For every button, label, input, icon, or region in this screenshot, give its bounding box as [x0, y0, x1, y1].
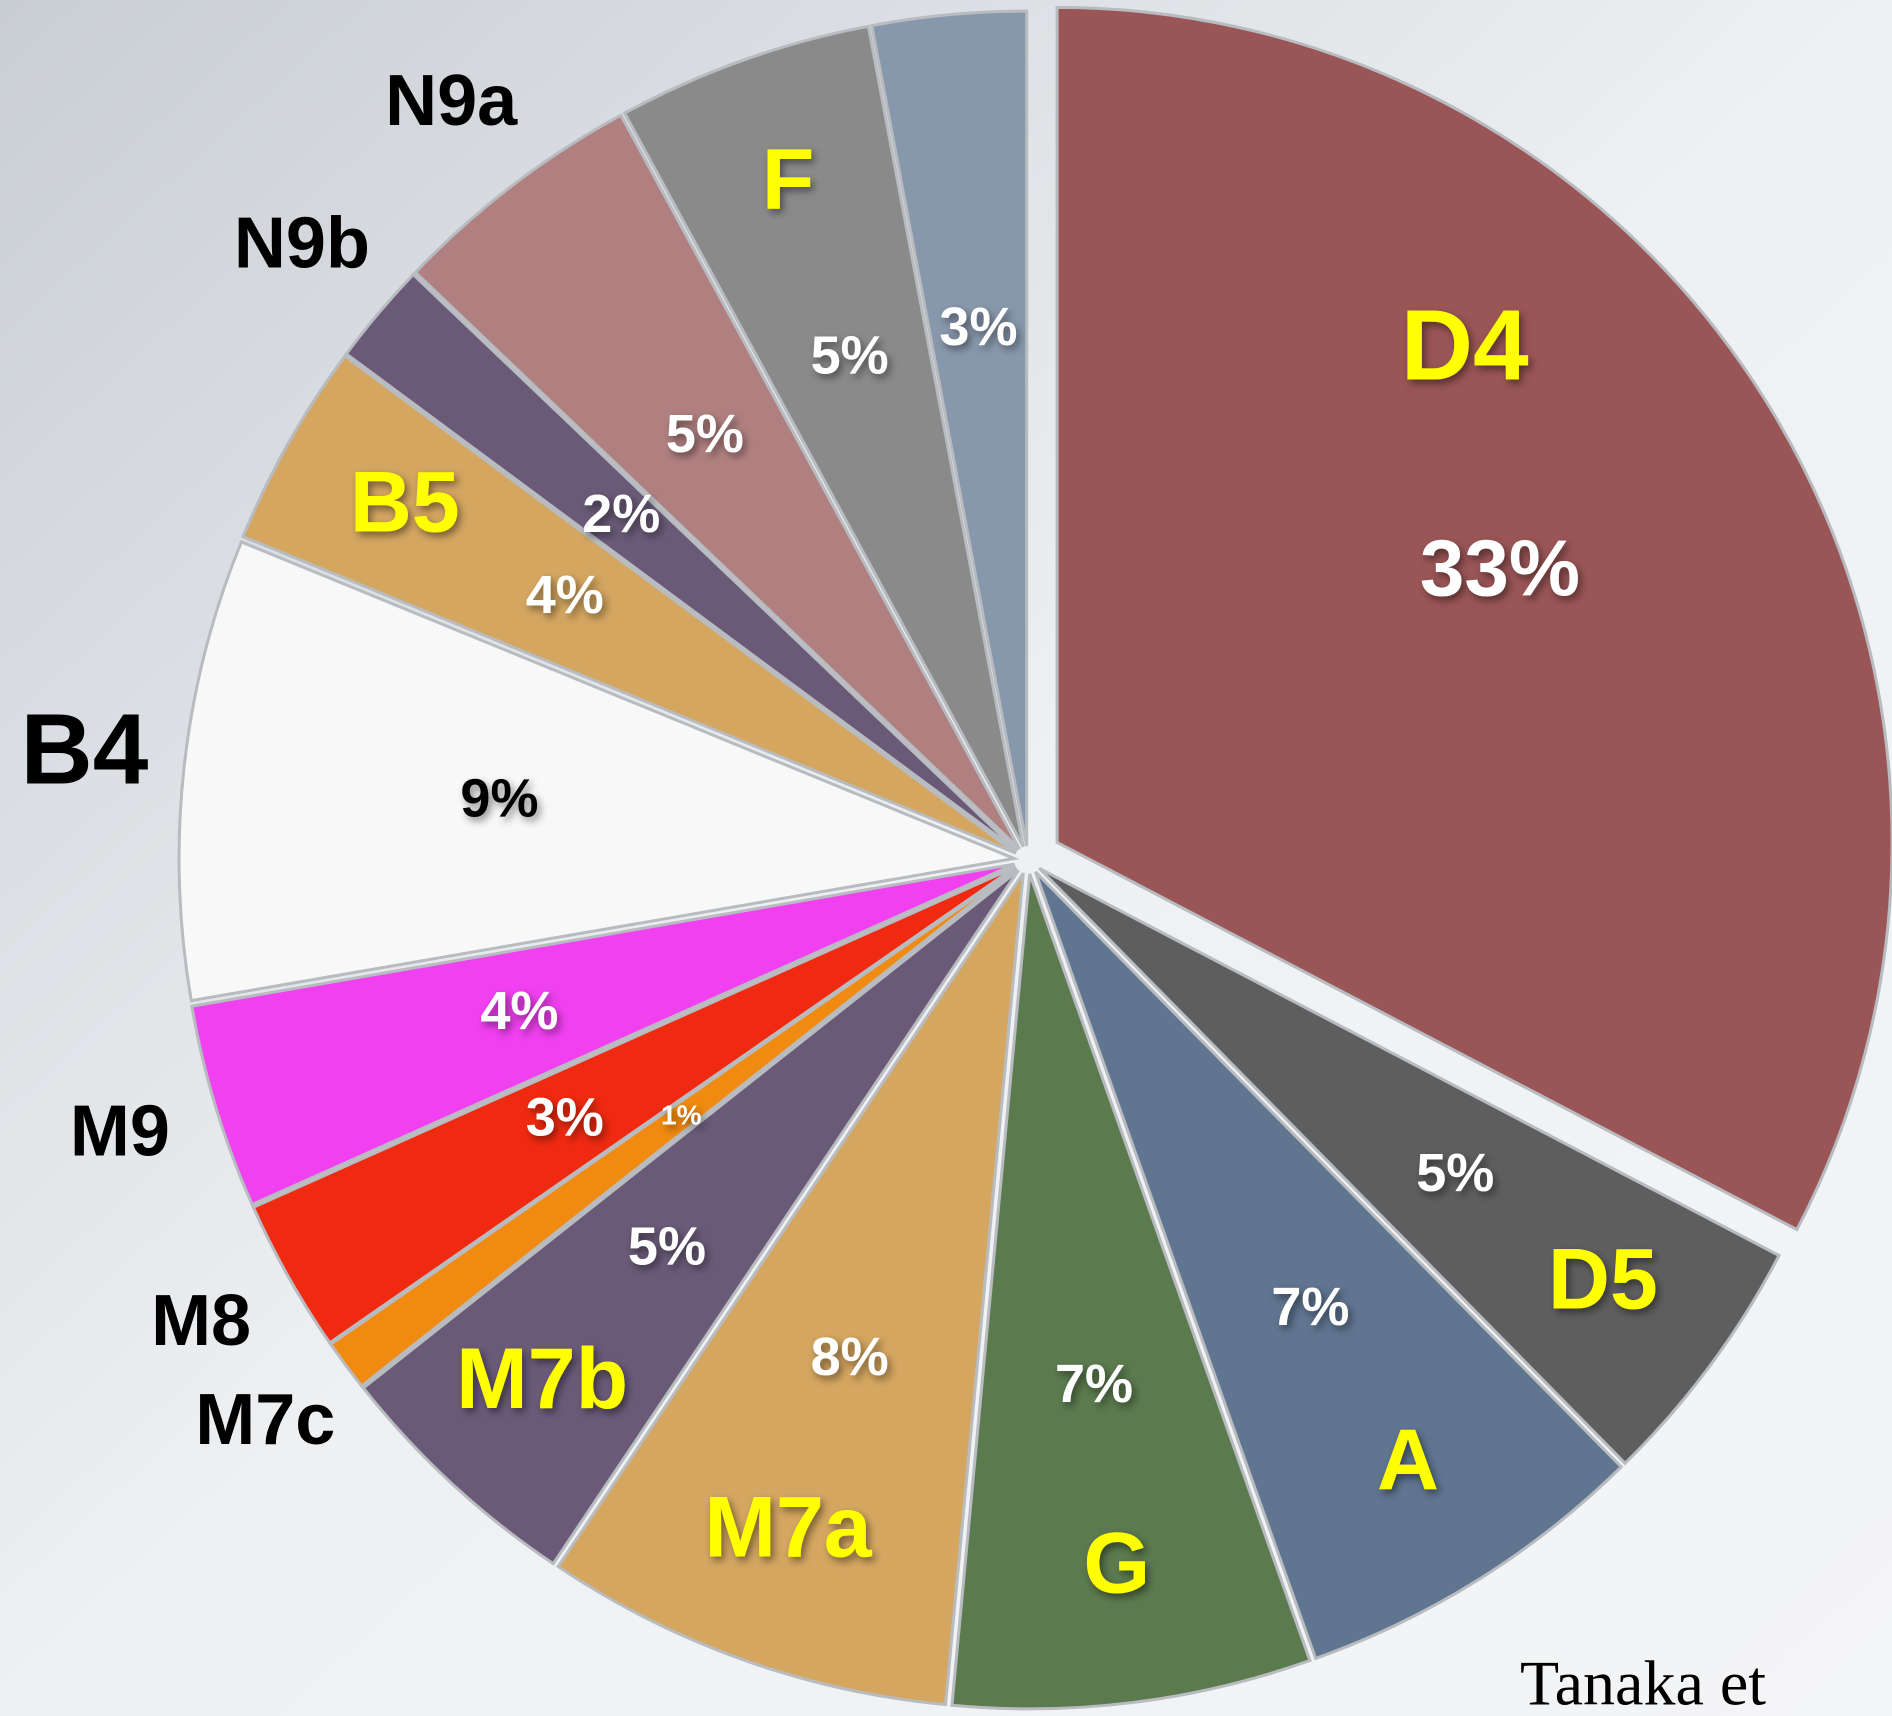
pie-slice: [251, 865, 1017, 1345]
category-label: D5: [1548, 1232, 1658, 1328]
pie-slice: [328, 867, 1018, 1389]
value-label: 8%: [811, 1327, 889, 1387]
category-label: B5: [350, 454, 460, 550]
pie-slice: [1038, 867, 1782, 1466]
value-label: 1%: [661, 1099, 702, 1130]
value-label: 33%: [1420, 523, 1580, 612]
pie-slice: [190, 862, 1016, 1207]
category-label: D4: [1401, 290, 1529, 402]
pie: [177, 5, 1892, 1711]
category-label: G: [1083, 1516, 1150, 1612]
pie-slice: [344, 272, 1019, 853]
value-label: 5%: [628, 1217, 706, 1277]
pie-slice: [1034, 870, 1624, 1661]
annotation: Tanaka et: [1520, 1648, 1766, 1716]
category-label: N9b: [234, 204, 370, 284]
value-label: 4%: [526, 565, 604, 625]
labels: 33%D45%D57%A7%G8%M7a5%M7b1%M7c3%M84%M99%…: [20, 61, 1657, 1611]
value-label: 5%: [811, 325, 889, 385]
category-label: N9a: [385, 61, 518, 141]
pie-slice: [870, 9, 1029, 847]
category-label: F: [762, 132, 815, 228]
value-label: 9%: [460, 768, 538, 828]
category-label: M9: [70, 1091, 170, 1171]
category-label: M7c: [195, 1380, 335, 1460]
pie-slice: [555, 872, 1025, 1707]
value-label: 2%: [582, 484, 660, 544]
value-label: 4%: [480, 981, 558, 1041]
value-label: 5%: [1416, 1143, 1494, 1203]
category-label: M7b: [456, 1331, 628, 1427]
value-label: 5%: [666, 404, 744, 464]
category-label: M8: [151, 1281, 251, 1361]
value-label: 7%: [1271, 1277, 1349, 1337]
category-label: A: [1377, 1412, 1439, 1508]
pie-slice: [361, 869, 1020, 1566]
pie-slice: [1055, 5, 1892, 1232]
value-label: 7%: [1055, 1354, 1133, 1414]
category-label: B4: [20, 693, 148, 805]
pie-slice: [622, 24, 1025, 848]
pie-slice: [413, 113, 1021, 850]
pie-slice: [177, 539, 1020, 1003]
value-label: 3%: [526, 1087, 604, 1147]
pie-slice: [241, 353, 1017, 855]
pie-slice: [950, 873, 1312, 1711]
category-label: M7a: [704, 1480, 872, 1576]
value-label: 3%: [939, 297, 1017, 357]
